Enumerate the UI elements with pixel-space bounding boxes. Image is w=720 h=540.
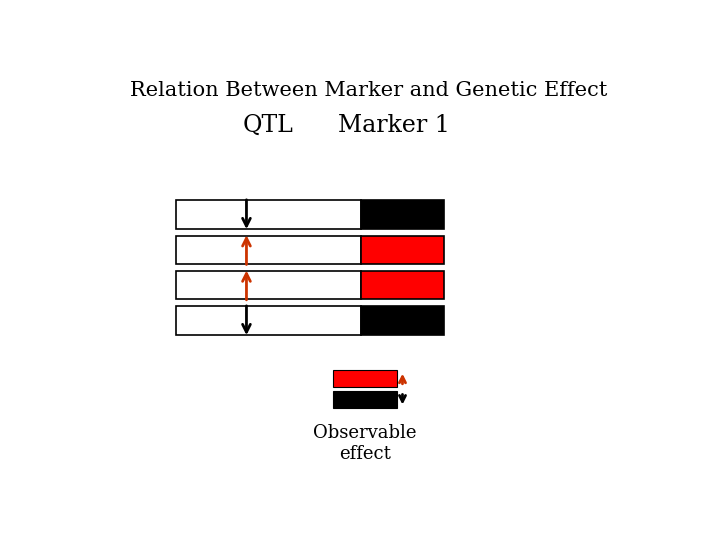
Bar bbox=[361, 235, 444, 264]
Bar bbox=[176, 271, 361, 299]
Text: QTL: QTL bbox=[243, 113, 294, 137]
Text: Relation Between Marker and Genetic Effect: Relation Between Marker and Genetic Effe… bbox=[130, 82, 608, 100]
Bar bbox=[361, 271, 444, 299]
Bar bbox=[176, 306, 361, 335]
Bar bbox=[333, 370, 397, 388]
Bar bbox=[176, 235, 361, 264]
Bar bbox=[176, 200, 361, 228]
Text: Marker 1: Marker 1 bbox=[338, 113, 450, 137]
Bar bbox=[361, 200, 444, 228]
Bar bbox=[361, 306, 444, 335]
Text: Observable
effect: Observable effect bbox=[313, 424, 417, 463]
Bar bbox=[333, 391, 397, 408]
